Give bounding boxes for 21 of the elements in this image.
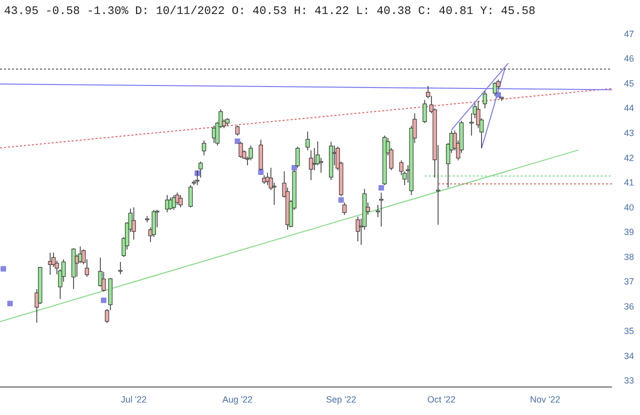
- y-tick-label: 47: [624, 28, 634, 39]
- chart-title: 43.95 -0.58 -1.30% D: 10/11/2022 O: 40.53 H: 41.22 L: 40.38 C: 40.81 Y: 45.58: [4, 5, 536, 18]
- y-tick-label: 38: [624, 252, 634, 262]
- y-tick-label: 35: [624, 326, 634, 336]
- y-tick-label: 44: [624, 103, 634, 114]
- y-tick-label: 37: [624, 276, 634, 287]
- y-tick-label: 46: [624, 54, 634, 64]
- x-tick-label: Aug '22: [222, 394, 253, 404]
- y-tick-label: 41: [624, 178, 634, 188]
- y-tick-label: 39: [624, 227, 634, 238]
- x-tick-label: Sep '22: [326, 394, 356, 404]
- y-tick-label: 34: [624, 350, 634, 361]
- x-tick-label: Nov '22: [530, 394, 560, 404]
- y-tick-label: 40: [624, 202, 634, 212]
- x-tick-label: Oct '22: [427, 394, 456, 404]
- x-tick-label: Jul '22: [120, 394, 147, 404]
- y-tick-label: 33: [624, 376, 634, 386]
- y-tick-label: 36: [624, 301, 634, 312]
- y-tick-label: 43: [624, 128, 634, 138]
- y-tick-label: 42: [624, 152, 634, 163]
- y-tick-label: 45: [624, 78, 634, 88]
